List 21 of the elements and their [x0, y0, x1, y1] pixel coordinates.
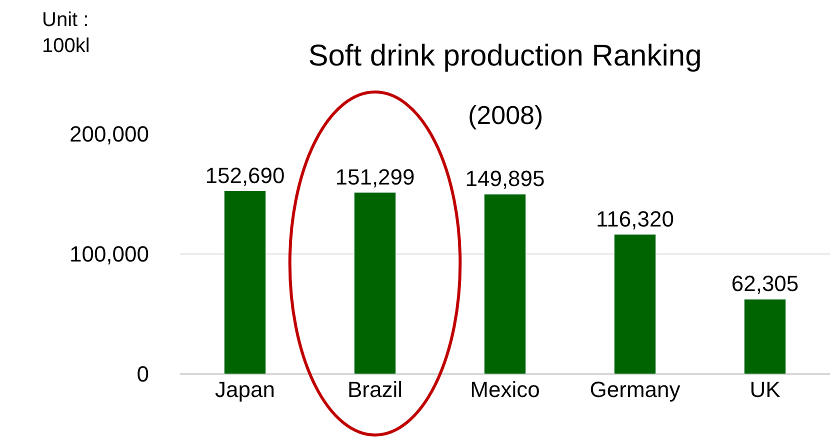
- y-tick-label: 0: [136, 362, 149, 387]
- x-tick-label: Brazil: [347, 377, 403, 402]
- data-label: 149,895: [465, 166, 545, 192]
- y-tick-label: 100,000: [69, 242, 149, 267]
- y-tick-label: 200,000: [69, 122, 149, 147]
- chart-subtitle: (2008): [468, 100, 544, 130]
- bar: [614, 234, 656, 374]
- x-tick-label: Mexico: [470, 377, 540, 402]
- bar: [744, 298, 786, 374]
- data-label: 62,305: [731, 271, 799, 296]
- x-tick-label: Germany: [590, 377, 680, 402]
- text: Unit : 100kl: [42, 9, 90, 57]
- chart-title: Soft drink production Ranking: [308, 40, 702, 72]
- bar: [484, 194, 526, 374]
- data-label: 152,690: [205, 162, 285, 188]
- x-tick-label: Japan: [215, 377, 275, 402]
- bar: [354, 192, 396, 374]
- x-tick-label: UK: [750, 377, 781, 402]
- data-label: 151,299: [335, 164, 415, 190]
- data-label: 116,320: [596, 206, 674, 232]
- bar: [224, 190, 266, 374]
